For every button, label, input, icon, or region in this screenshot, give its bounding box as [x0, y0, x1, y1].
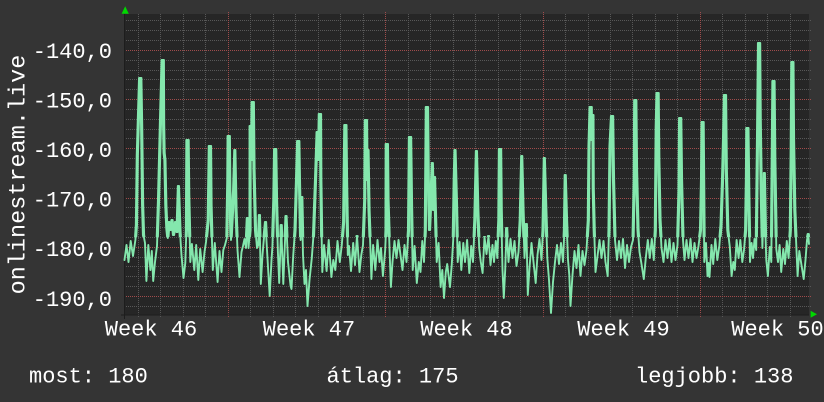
svg-text:Week 48: Week 48: [420, 318, 512, 343]
svg-text:Week 49: Week 49: [577, 318, 669, 343]
svg-text:-160,0: -160,0: [33, 139, 112, 164]
svg-text:most: 180: most: 180: [29, 365, 148, 390]
svg-text:-190,0: -190,0: [33, 288, 112, 313]
svg-text:átlag: 175: átlag: 175: [327, 365, 459, 390]
svg-text:-140,0: -140,0: [33, 40, 112, 65]
svg-text:onlinestream.live: onlinestream.live: [6, 55, 33, 295]
svg-text:Week 50: Week 50: [731, 318, 823, 343]
svg-text:-150,0: -150,0: [33, 90, 112, 115]
svg-text:-180,0: -180,0: [33, 238, 112, 263]
svg-text:Week 47: Week 47: [263, 318, 355, 343]
svg-text:-170,0: -170,0: [33, 189, 112, 214]
svg-text:Week 46: Week 46: [105, 318, 197, 343]
svg-text:legjobb: 138: legjobb: 138: [635, 365, 793, 390]
